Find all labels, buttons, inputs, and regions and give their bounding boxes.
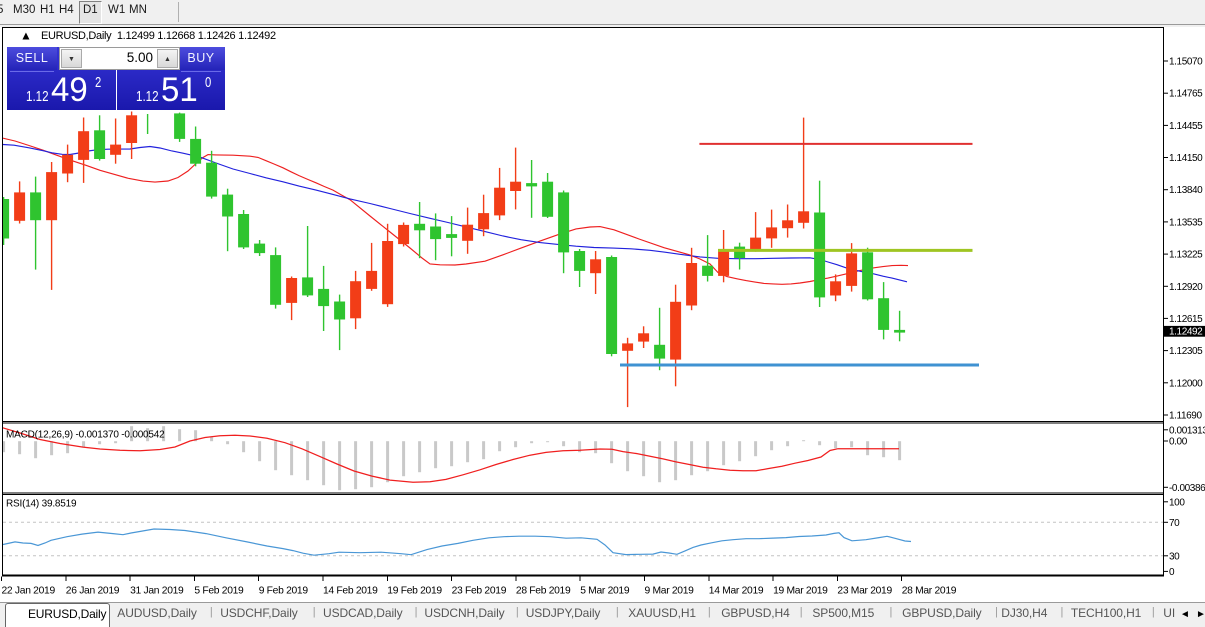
svg-text:100: 100	[1169, 497, 1185, 508]
svg-text:1.11690: 1.11690	[1169, 411, 1202, 422]
svg-text:9 Feb 2019: 9 Feb 2019	[259, 586, 309, 597]
svg-text:19 Mar 2019: 19 Mar 2019	[773, 586, 828, 597]
svg-text:23 Feb 2019: 23 Feb 2019	[452, 586, 507, 597]
svg-text:14 Mar 2019: 14 Mar 2019	[709, 586, 764, 597]
svg-text:RSI(14) 39.8519: RSI(14) 39.8519	[6, 499, 77, 510]
svg-text:19 Feb 2019: 19 Feb 2019	[387, 586, 442, 597]
svg-text:-0.00386: -0.00386	[1169, 483, 1205, 494]
svg-text:70: 70	[1169, 518, 1180, 529]
svg-text:5 Mar 2019: 5 Mar 2019	[580, 586, 630, 597]
svg-text:28 Mar 2019: 28 Mar 2019	[902, 586, 957, 597]
svg-text:0: 0	[1169, 567, 1175, 578]
svg-text:1.12000: 1.12000	[1169, 378, 1203, 389]
svg-text:1.12615: 1.12615	[1169, 314, 1203, 325]
svg-text:1.12492: 1.12492	[1169, 327, 1203, 338]
svg-text:23 Mar 2019: 23 Mar 2019	[837, 586, 892, 597]
svg-text:22 Jan 2019: 22 Jan 2019	[2, 586, 56, 597]
svg-text:5 Feb 2019: 5 Feb 2019	[194, 586, 244, 597]
svg-text:1.14150: 1.14150	[1169, 153, 1203, 164]
svg-text:0.001313: 0.001313	[1169, 425, 1205, 436]
svg-text:1.13535: 1.13535	[1169, 217, 1203, 228]
svg-text:1.12920: 1.12920	[1169, 282, 1203, 293]
svg-text:MACD(12,26,9) -0.001370 -0.000: MACD(12,26,9) -0.001370 -0.000542	[6, 430, 165, 441]
svg-text:9 Mar 2019: 9 Mar 2019	[645, 586, 695, 597]
svg-text:26 Jan 2019: 26 Jan 2019	[66, 586, 120, 597]
svg-text:1.13840: 1.13840	[1169, 185, 1203, 196]
svg-text:1.15070: 1.15070	[1169, 57, 1203, 68]
svg-text:1.14455: 1.14455	[1169, 121, 1203, 132]
svg-text:1.13225: 1.13225	[1169, 250, 1203, 261]
svg-text:30: 30	[1169, 551, 1180, 562]
svg-text:▲: ▲	[20, 29, 32, 43]
svg-text:31 Jan 2019: 31 Jan 2019	[130, 586, 184, 597]
svg-text:EURUSD,Daily 1.12499 1.12668: EURUSD,Daily 1.12499 1.12668 1.12426 1.1…	[41, 30, 276, 42]
svg-text:28 Feb 2019: 28 Feb 2019	[516, 586, 571, 597]
svg-text:14 Feb 2019: 14 Feb 2019	[323, 586, 378, 597]
svg-text:1.12305: 1.12305	[1169, 346, 1203, 357]
svg-text:1.14765: 1.14765	[1169, 89, 1203, 100]
svg-text:0.00: 0.00	[1169, 437, 1188, 448]
